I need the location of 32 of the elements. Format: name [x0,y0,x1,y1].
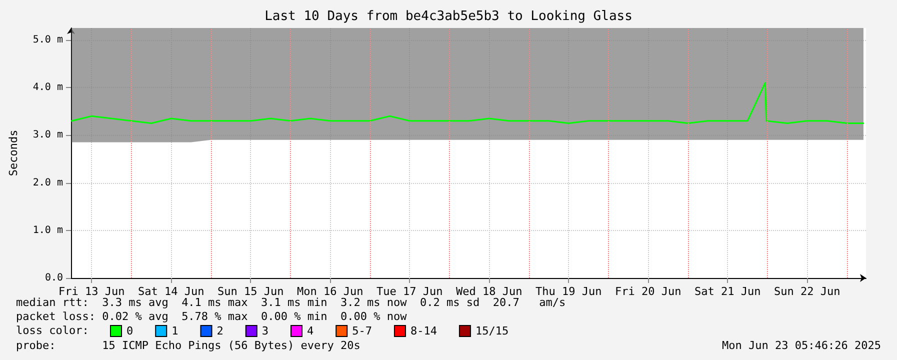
y-tick-label: 5.0 m [32,34,63,46]
x-tick-label: Wed 18 Jun [456,285,522,298]
legend-label: 8-14 [410,324,438,338]
text: loss color: [16,324,89,337]
line-series [71,82,864,124]
y-tick-label: 4.0 m [32,82,63,94]
x-tick-label: Fri 20 Jun [615,285,682,298]
text: probe: 15 ICMP Echo Pings (56 Bytes) every 20s [16,339,360,352]
legend-label: 2 [216,324,224,338]
y-tick-label: 2.0 m [32,177,63,188]
y-axis-title: Seconds [7,130,20,176]
legend-label: 4 [306,324,314,338]
chart-title: Last 10 Days from be4c3ab5e5b3 to Looking Glass [264,9,632,24]
x-tick-label: Sat 14 Jun [138,285,204,298]
x-tick-label: Sun 22 Jun [774,285,840,298]
y-tick-label: 1.0 m [32,224,63,236]
text: Mon Jun 23 05:46:26 2025 [722,339,882,352]
text: packet loss: 0.02 % avg 5.78 % max 0.00 % min 0.00 % now [16,310,408,323]
x-tick-label: Sat 21 Jun [694,285,761,298]
x-tick-label: Mon 16 Jun [297,285,364,298]
text: median rtt: 3.3 ms avg 4.1 ms max 3.1 ms min 3.2 ms now 0.2 ms sd 20.7 am/s [16,296,566,309]
x-tick-label: Fri 13 Jun [58,285,125,298]
x-tick-label: Tue 17 Jun [376,285,443,298]
legend-label: 0 [126,324,134,338]
y-tick-label: 0.0 [44,272,63,284]
legend-label: 5-7 [352,324,372,338]
legend-label: 1 [172,324,178,338]
x-tick-label: Sun 15 Jun [218,285,284,298]
y-tick-label: 3.0 m [32,130,63,141]
legend-label: 3 [262,324,268,338]
legend-label: 15/15 [475,324,509,338]
x-tick-label: Thu 19 Jun [536,285,602,298]
